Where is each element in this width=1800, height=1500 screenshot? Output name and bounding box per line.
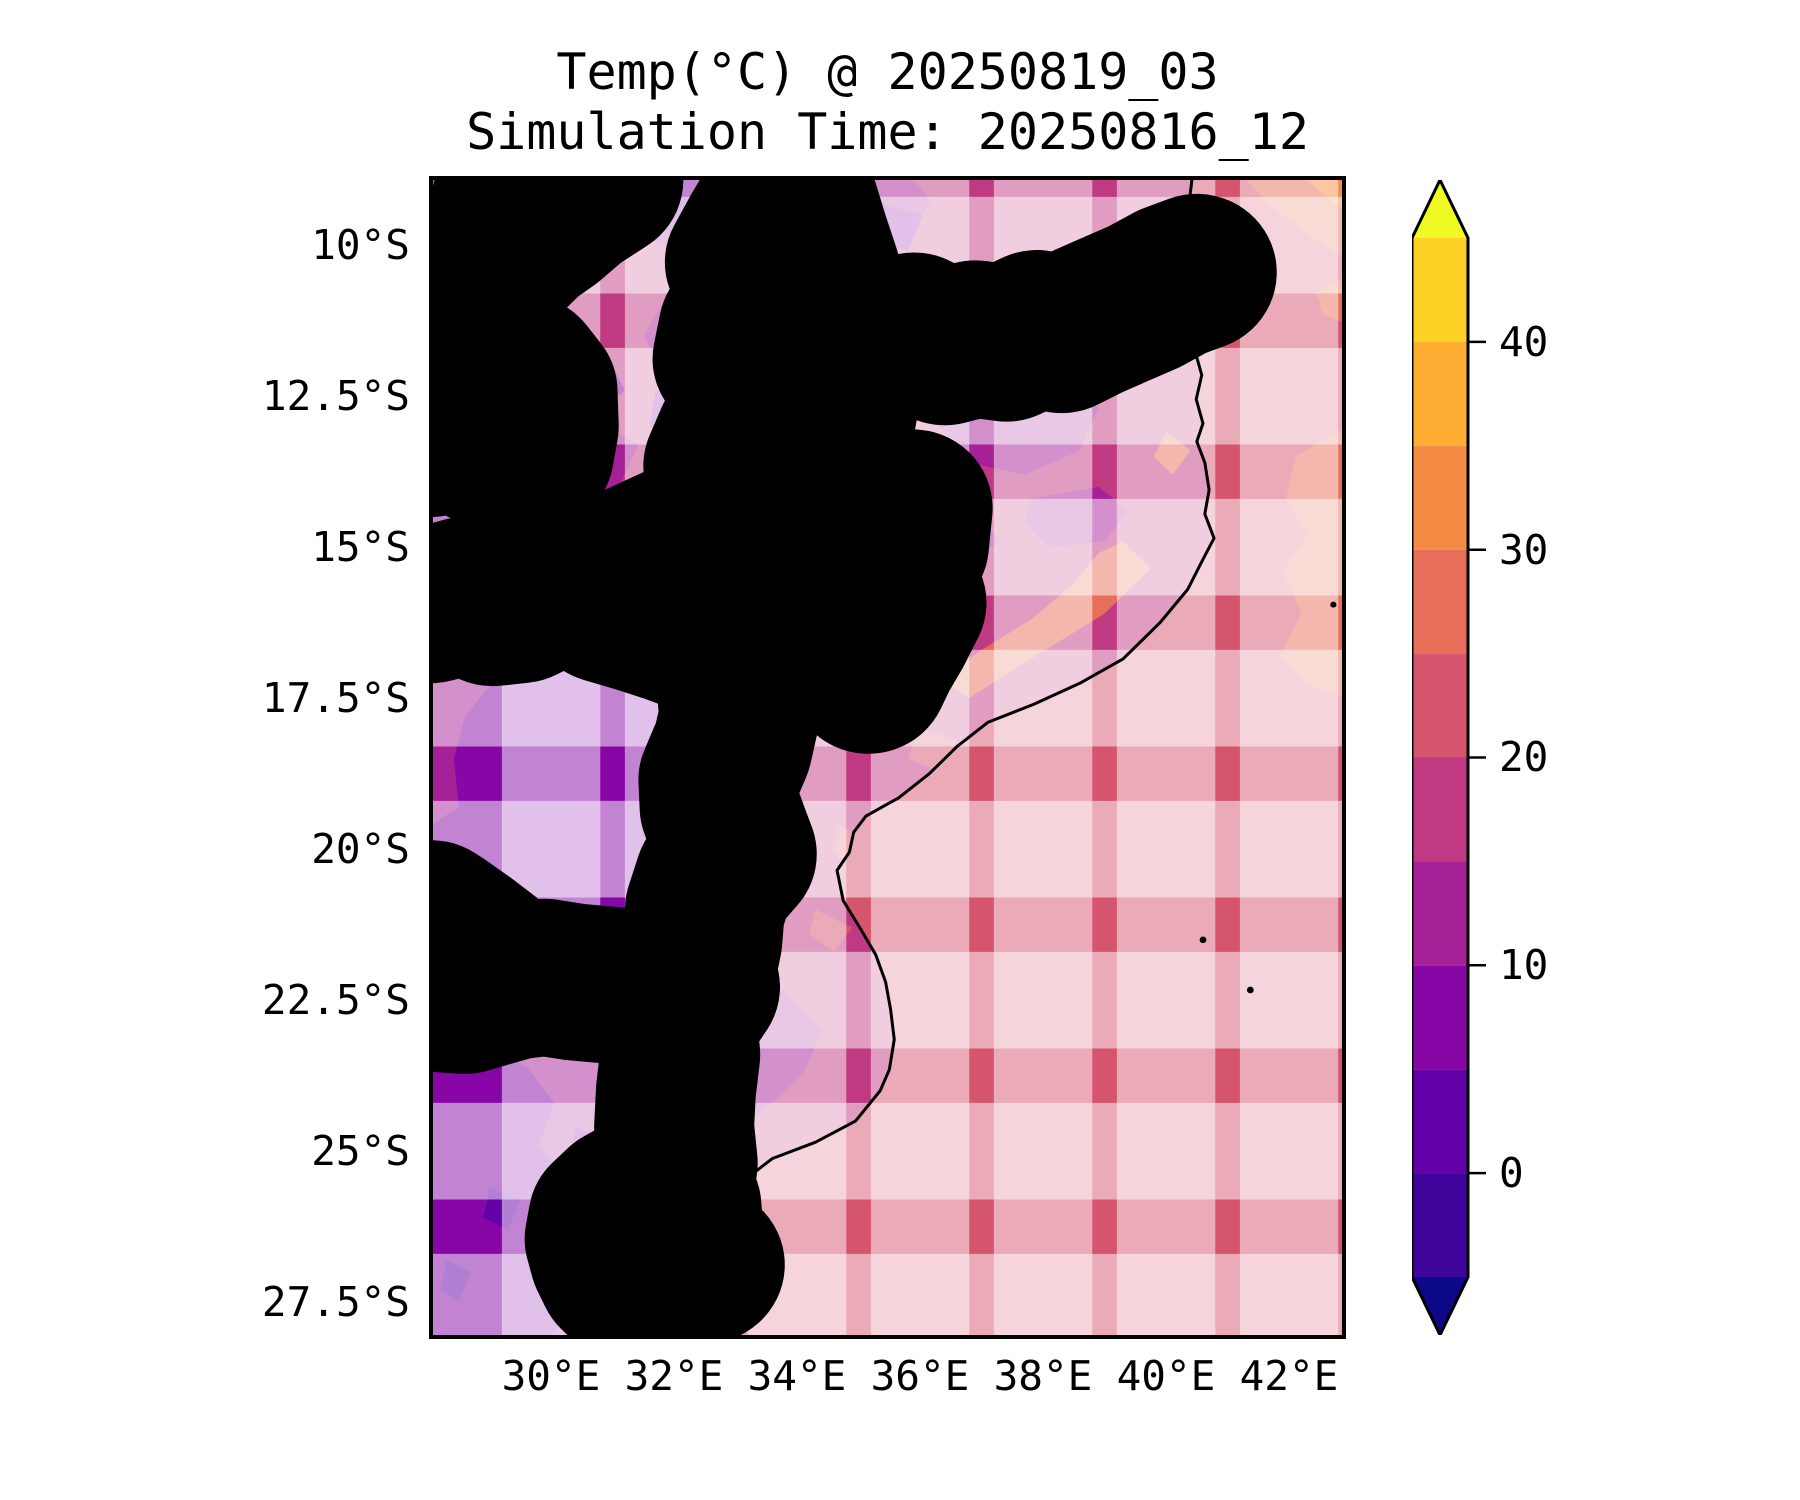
y-axis-tick-label: 17.5°S bbox=[261, 674, 410, 722]
y-axis-tick-label: 22.5°S bbox=[261, 976, 410, 1024]
x-axis-tick-label: 40°E bbox=[1116, 1352, 1216, 1400]
page-subtitle: Simulation Time: 20250816_12 bbox=[466, 103, 1309, 161]
likoma-island-outline bbox=[756, 288, 925, 455]
x-axis-tick-label: 42°E bbox=[1239, 1352, 1339, 1400]
page-title: Temp(°C) @ 20250819_03 bbox=[556, 43, 1219, 101]
colorbar-arrow-over bbox=[1412, 180, 1468, 238]
title-block: Temp(°C) @ 20250819_03 Simulation Time: … bbox=[433, 42, 1342, 162]
y-axis-tick-label: 20°S bbox=[311, 825, 410, 873]
y-axis-tick-label: 10°S bbox=[311, 221, 410, 269]
y-axis-tick-label: 15°S bbox=[311, 523, 410, 571]
x-axis-tick-label: 36°E bbox=[870, 1352, 970, 1400]
y-axis-tick-label: 12.5°S bbox=[261, 372, 410, 420]
colorbar-tick-label: 0 bbox=[1499, 1149, 1524, 1197]
likoma-island-outline bbox=[754, 282, 922, 447]
colorbar-tick-label: 10 bbox=[1499, 941, 1549, 989]
x-axis-tick-label: 34°E bbox=[747, 1352, 847, 1400]
island-dots bbox=[1199, 601, 1337, 994]
coastline bbox=[701, 180, 1215, 1335]
tanzania-zambia-border bbox=[446, 180, 684, 315]
map-canvas bbox=[433, 180, 1342, 1335]
colorbar bbox=[1410, 176, 1512, 1339]
colorbar-tick-label: 40 bbox=[1499, 318, 1549, 366]
zimbabwe-botswana-border bbox=[433, 840, 596, 1060]
y-axis-tick-label: 27.5°S bbox=[261, 1278, 410, 1326]
x-axis-tick-label: 38°E bbox=[993, 1352, 1093, 1400]
x-axis-tick-label: 32°E bbox=[624, 1352, 724, 1400]
mozambique-southafrica-south-border bbox=[603, 1185, 785, 1335]
y-axis-tick-label: 25°S bbox=[311, 1127, 410, 1175]
colorbar-arrow-under bbox=[1412, 1277, 1468, 1335]
colorbar-tick-label: 30 bbox=[1499, 526, 1549, 574]
country-borders bbox=[433, 180, 1277, 1335]
colorbar-tick-label: 20 bbox=[1499, 733, 1549, 781]
map-plot-area bbox=[429, 176, 1346, 1339]
colorbar-ticks bbox=[1468, 340, 1486, 1175]
malawi-border bbox=[643, 180, 993, 754]
x-axis-tick-label: 30°E bbox=[501, 1352, 601, 1400]
colorbar-segments bbox=[1412, 238, 1468, 1277]
